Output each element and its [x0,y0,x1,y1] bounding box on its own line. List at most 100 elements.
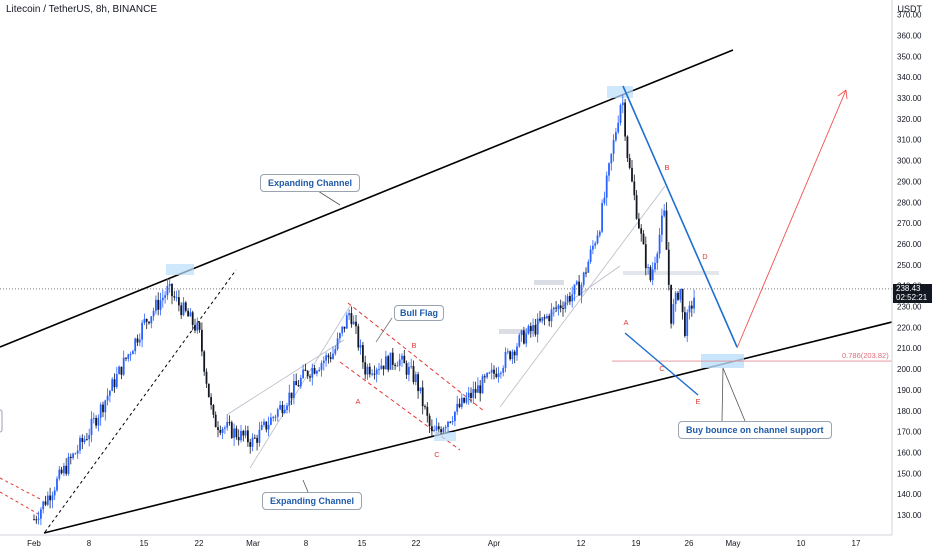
time-tick-label: 26 [685,539,694,548]
wave-lower-line [624,332,699,396]
expanding-channel-label-top[interactable]: Expanding Channel [260,174,361,192]
candle-down [205,371,208,384]
time-tick-label: Feb [27,539,41,548]
candle-up [53,490,56,496]
candle-up [336,338,339,350]
candle-down [628,158,631,168]
candle-down [633,181,636,196]
candle-up [224,427,226,429]
symbol-title: Litecoin / TetherUS, 8h, BINANCE [6,4,157,15]
candle-down [49,495,51,501]
candle-down [638,218,640,229]
rally-channel-line [499,185,666,408]
candle-up [260,424,263,430]
price-tick-label: 150.00 [897,469,922,478]
candle-up [138,339,141,343]
candle-down [306,370,309,377]
candle-down [136,338,139,343]
candle-down [256,437,258,443]
price-tick-label: 160.00 [897,448,922,457]
price-tick-label: 280.00 [897,198,922,207]
price-tick-label: 360.00 [897,31,922,40]
candle-up [272,417,275,419]
candle-up [419,387,422,392]
candle-up [444,427,447,429]
candle-down [187,310,189,317]
candle-up [76,450,79,454]
candle-down [210,397,212,405]
candle-up [656,253,659,263]
candle-up [396,365,399,367]
candle-up [389,352,392,370]
candle-down [431,426,433,432]
buy-bounce-callout[interactable]: Buy bounce on channel support [678,421,832,439]
candle-down [479,385,482,394]
candle-up [442,428,445,433]
bull-flag-pointer [375,317,393,343]
candle-down [449,421,452,423]
candle-down [65,465,68,474]
candle-up [164,295,166,298]
candle-down [642,233,645,245]
flag-pole-channel-line [227,339,345,415]
resistance-box [499,329,533,334]
candle-up [325,355,327,361]
rally-channel-line [521,265,621,336]
candle-up [375,369,378,375]
candle-up [175,297,178,299]
candle-up [150,316,153,324]
wave-letter: A [623,318,628,327]
wave-descending-line [622,85,738,348]
wave-letter: D [702,252,708,261]
candle-down [412,366,415,382]
candle-up [111,379,114,391]
candle-down [198,322,201,330]
candle-up [408,366,410,375]
candle-up [341,326,344,334]
candle-down [428,415,431,427]
candle-down [355,321,357,327]
highlight-box [166,264,194,275]
candle-up [270,417,272,425]
target-arrowhead [837,89,848,100]
candle-down [649,267,652,281]
time-tick-label: 10 [797,539,806,548]
candle-down [357,326,360,348]
candle-up [621,102,624,106]
time-tick-label: 22 [412,539,421,548]
candle-up [104,400,107,413]
candle-down [640,228,643,234]
candle-down [474,389,477,393]
candle-up [674,292,677,305]
candle-up [557,305,560,309]
candle-up [267,424,270,430]
candle-up [573,284,576,295]
time-tick-label: 8 [87,539,92,548]
bar-countdown: 02:52:21 [896,293,928,302]
candle-down [585,272,587,274]
candle-up [605,175,608,198]
candle-down [424,406,426,408]
candle-up [92,418,95,420]
candle-up [647,267,649,269]
candle-up [322,360,325,364]
time-tick-label: Mar [246,539,260,548]
expanding-channel-label-bottom[interactable]: Expanding Channel [262,492,363,510]
candle-up [465,397,468,403]
candle-up [109,390,111,396]
candle-up [663,210,666,216]
candle-up [143,319,146,323]
candle-up [525,333,528,344]
price-tick-label: 300.00 [897,157,922,166]
candle-up [46,495,49,505]
price-tick-label: 180.00 [897,407,922,416]
candle-up [359,345,362,348]
candle-up [299,377,302,387]
candle-up [596,235,599,244]
candle-down [665,210,668,250]
bull-flag-label[interactable]: Bull Flag [394,305,444,321]
candle-down [373,373,376,375]
price-tick-label: 330.00 [897,94,922,103]
highlight-box [434,432,456,441]
